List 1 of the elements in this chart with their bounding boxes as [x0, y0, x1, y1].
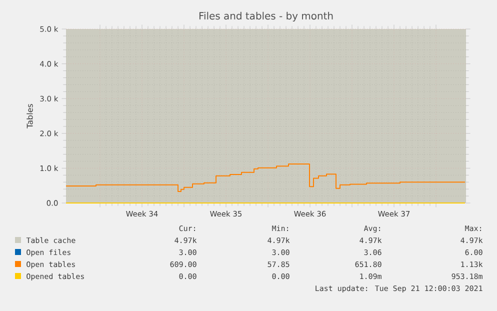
chart-title: Files and tables - by month	[199, 12, 333, 22]
